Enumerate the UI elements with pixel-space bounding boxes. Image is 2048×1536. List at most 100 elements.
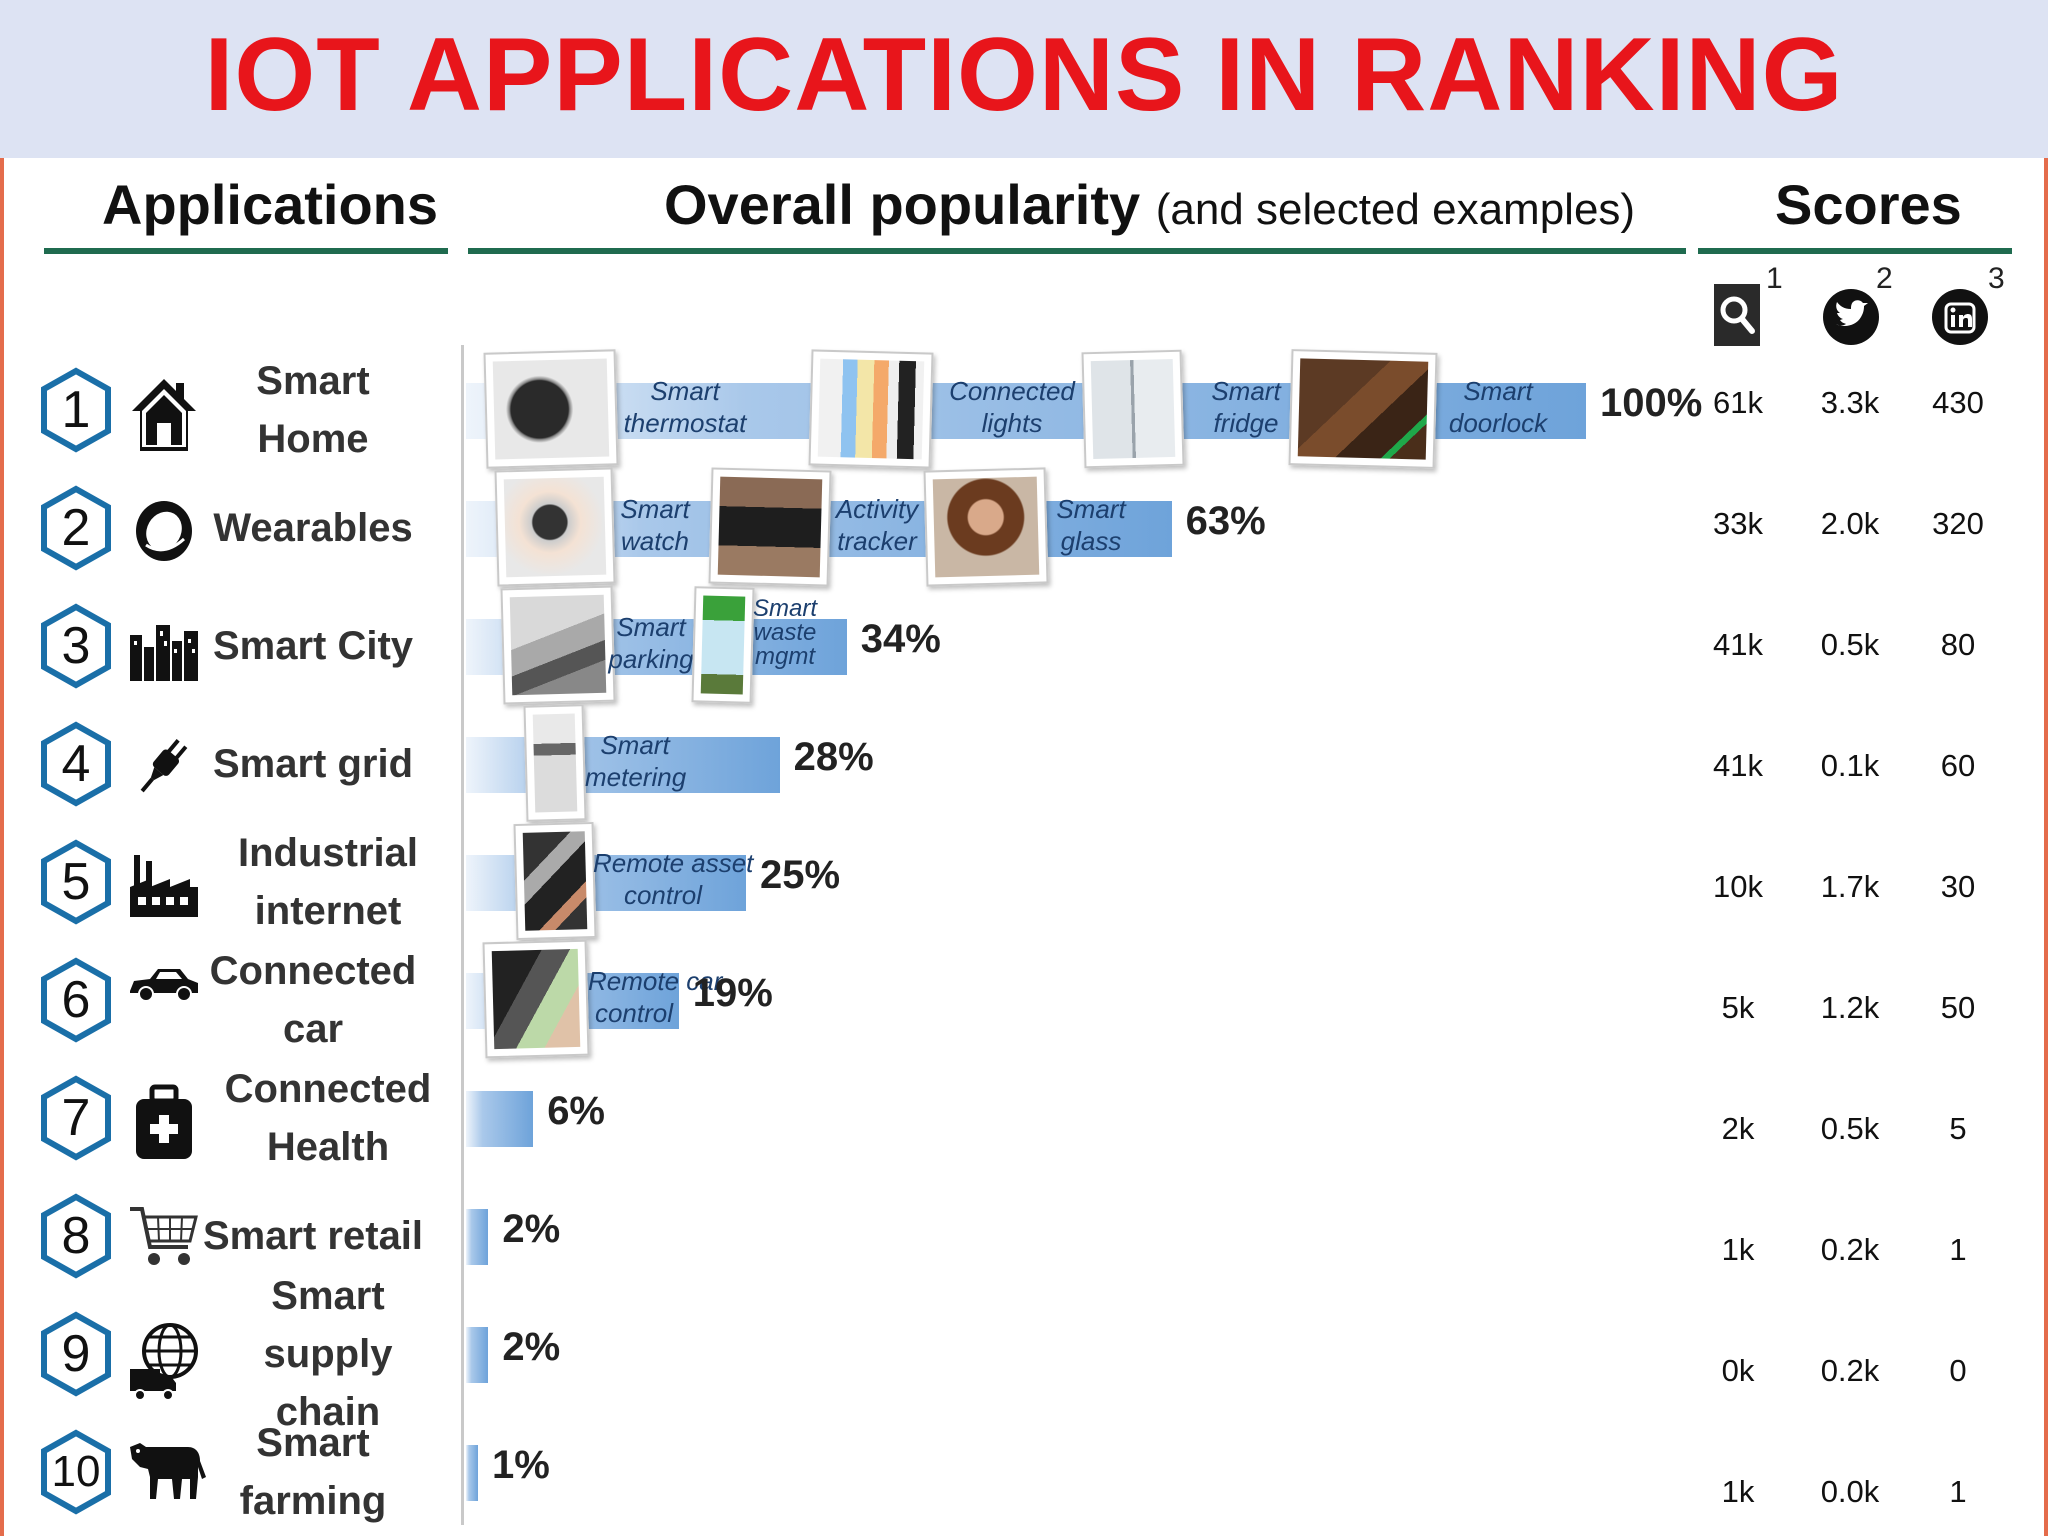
category-label: Wearables bbox=[213, 506, 413, 550]
ranking-row: 10 Smart farming 1% 1k 0.0k 1 bbox=[0, 1417, 2048, 1527]
percentage-label: 2% bbox=[502, 1325, 561, 1369]
example-photo bbox=[482, 939, 590, 1059]
category-label: Connected car bbox=[209, 949, 417, 1051]
search-score: 41k bbox=[1713, 748, 1763, 783]
ranking-row: 6 Connected car Remote car control 19% 5k 1.2k… bbox=[0, 939, 2048, 1059]
rank-badge: 2 bbox=[40, 485, 112, 571]
twitter-source-number: 2 bbox=[1876, 262, 1893, 295]
example-photo bbox=[523, 704, 587, 822]
percentage-label: 6% bbox=[547, 1089, 605, 1133]
popularity-header-note: (and selected examples) bbox=[1155, 185, 1636, 234]
popularity-bar bbox=[466, 1091, 534, 1147]
search-score: 41k bbox=[1713, 627, 1763, 662]
example-label: Smart metering bbox=[585, 730, 687, 792]
twitter-score: 3.3k bbox=[1820, 385, 1880, 420]
ranking-row: 3 Smart City Smart parking Smart waste mgmt 34%… bbox=[0, 585, 2048, 705]
rank-number: 10 bbox=[51, 1447, 101, 1496]
scores-rule bbox=[1698, 248, 2012, 254]
title-banner: IOT APPLICATIONS IN RANKING bbox=[0, 0, 2048, 158]
example-photo bbox=[691, 586, 755, 704]
ranking-row: 1 Smart Home Smart thermostat Connected light… bbox=[0, 349, 2048, 469]
rank-number: 8 bbox=[61, 1207, 91, 1265]
example-label: Smart doorlock bbox=[1448, 376, 1548, 438]
rank-number: 7 bbox=[61, 1089, 91, 1147]
twitter-score: 0.5k bbox=[1820, 1111, 1880, 1146]
percentage-label: 28% bbox=[793, 735, 874, 779]
popularity-rule bbox=[468, 248, 1686, 254]
percentage-label: 2% bbox=[502, 1207, 561, 1251]
search-source-number: 1 bbox=[1766, 262, 1783, 295]
percentage-label: 1% bbox=[492, 1443, 550, 1487]
linkedin-score: 320 bbox=[1932, 506, 1984, 541]
rank-number: 1 bbox=[61, 381, 91, 439]
search-score: 33k bbox=[1713, 506, 1763, 541]
linkedin-icon bbox=[1930, 284, 1990, 351]
rank-badge: 10 bbox=[40, 1429, 112, 1515]
cow-icon bbox=[128, 1437, 206, 1509]
frame-right-border bbox=[2044, 158, 2048, 1536]
example-label: Smart watch bbox=[620, 494, 690, 556]
twitter-score: 0.1k bbox=[1820, 748, 1880, 783]
rank-number: 2 bbox=[61, 499, 91, 557]
linkedin-score: 430 bbox=[1932, 385, 1984, 420]
example-label: Smart fridge bbox=[1211, 376, 1281, 438]
medical-kit-icon bbox=[128, 1083, 200, 1159]
rank-badge: 8 bbox=[40, 1193, 112, 1279]
example-photo bbox=[708, 467, 832, 587]
linkedin-score: 0 bbox=[1949, 1353, 1967, 1388]
ranking-row: 9 Smart supply chain 2% 0k 0.2k 0 bbox=[0, 1274, 2048, 1434]
search-score: 61k bbox=[1713, 385, 1763, 420]
percentage-label: 100% bbox=[1600, 381, 1703, 425]
example-label: Remote car control bbox=[588, 966, 723, 1028]
example-label: Activity tracker bbox=[835, 494, 919, 556]
example-photo bbox=[808, 349, 934, 469]
example-photo bbox=[494, 467, 616, 587]
category-label: Smart City bbox=[212, 624, 414, 668]
twitter-score: 0.0k bbox=[1820, 1474, 1880, 1509]
example-photo bbox=[500, 585, 616, 705]
rank-badge: 7 bbox=[40, 1075, 112, 1161]
search-score: 10k bbox=[1713, 869, 1763, 904]
percentage-label: 19% bbox=[692, 971, 773, 1015]
frame-left-border bbox=[0, 158, 4, 1536]
percentage-label: 34% bbox=[860, 617, 941, 661]
page-title: IOT APPLICATIONS IN RANKING bbox=[204, 17, 1844, 133]
popularity-bar bbox=[466, 855, 746, 911]
ranking-row: 8 Smart retail 2% 1k 0.2k 1 bbox=[0, 1181, 2048, 1291]
category-label: Smart supply chain bbox=[263, 1274, 393, 1434]
twitter-score: 0.2k bbox=[1820, 1232, 1880, 1267]
percentage-label: 25% bbox=[760, 853, 841, 897]
bar-axis bbox=[461, 345, 464, 1525]
search-icon bbox=[1714, 284, 1760, 351]
example-photo bbox=[1288, 349, 1438, 469]
rank-number: 9 bbox=[61, 1325, 91, 1383]
example-label: Smart waste mgmt bbox=[752, 595, 817, 670]
ranking-row: 5 Industrial internet Remote asset control 2… bbox=[0, 821, 2048, 941]
example-photo bbox=[513, 821, 597, 941]
popularity-bar bbox=[466, 1327, 489, 1383]
shopping-cart-icon bbox=[128, 1201, 200, 1273]
linkedin-score: 5 bbox=[1949, 1111, 1967, 1146]
rank-badge: 4 bbox=[40, 721, 112, 807]
example-label: Connected lights bbox=[949, 376, 1075, 438]
popularity-bar bbox=[466, 1209, 489, 1265]
rank-badge: 9 bbox=[40, 1311, 112, 1397]
category-label: Smart grid bbox=[212, 742, 414, 786]
applications-header: Applications bbox=[102, 173, 439, 236]
rank-badge: 1 bbox=[40, 367, 112, 453]
twitter-icon bbox=[1822, 284, 1880, 351]
linkedin-score: 1 bbox=[1949, 1232, 1967, 1267]
plug-icon bbox=[128, 729, 200, 801]
search-score: 1k bbox=[1721, 1474, 1755, 1509]
rank-number: 3 bbox=[61, 617, 91, 675]
example-photo bbox=[923, 467, 1049, 587]
category-label: Industrial internet bbox=[237, 831, 419, 933]
example-label: Smart thermostat bbox=[623, 376, 747, 438]
rank-number: 5 bbox=[61, 853, 91, 911]
twitter-score: 2.0k bbox=[1820, 506, 1880, 541]
rank-number: 4 bbox=[61, 735, 91, 793]
search-score: 2k bbox=[1721, 1111, 1755, 1146]
city-icon bbox=[128, 611, 200, 683]
rank-number: 6 bbox=[61, 971, 91, 1029]
percentage-label: 63% bbox=[1185, 499, 1266, 543]
